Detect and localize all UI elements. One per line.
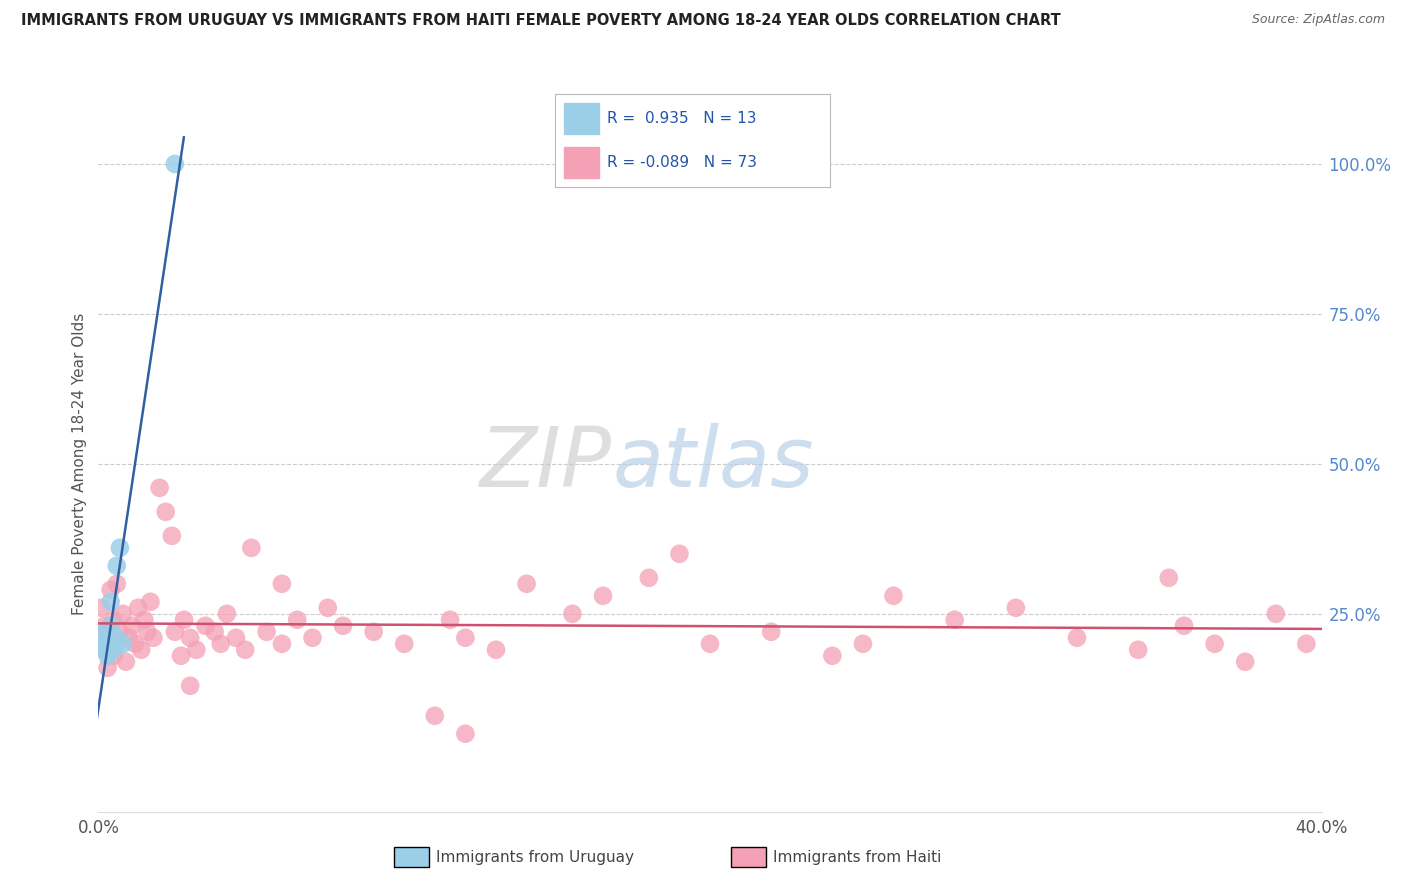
Point <box>301 631 323 645</box>
Point <box>1157 571 1180 585</box>
Point <box>173 613 195 627</box>
Point <box>270 637 292 651</box>
Point <box>485 642 508 657</box>
Point <box>97 648 120 663</box>
Point <box>454 631 477 645</box>
Text: R =  0.935   N = 13: R = 0.935 N = 13 <box>607 112 756 127</box>
Point <box>93 619 115 633</box>
Point <box>1066 631 1088 645</box>
Point <box>105 576 128 591</box>
Point <box>105 637 128 651</box>
Point <box>149 481 172 495</box>
Point <box>392 637 416 651</box>
Point <box>668 547 690 561</box>
Point <box>100 595 122 609</box>
Point <box>115 655 138 669</box>
Bar <box>564 103 599 134</box>
Text: Immigrants from Haiti: Immigrants from Haiti <box>773 850 942 864</box>
Point <box>111 637 134 651</box>
Point <box>1204 637 1226 651</box>
Point <box>134 613 156 627</box>
Point <box>93 642 115 657</box>
Point <box>136 624 159 639</box>
Point <box>124 637 146 651</box>
Point <box>363 624 385 639</box>
Point <box>240 541 263 555</box>
Point <box>103 648 125 663</box>
Y-axis label: Female Poverty Among 18-24 Year Olds: Female Poverty Among 18-24 Year Olds <box>72 313 87 615</box>
Point <box>105 558 128 573</box>
Point <box>170 648 193 663</box>
Point <box>256 624 278 639</box>
Point <box>155 505 177 519</box>
Point <box>215 607 238 621</box>
Point <box>423 708 446 723</box>
Text: atlas: atlas <box>612 424 814 504</box>
Point <box>108 541 131 555</box>
Text: Immigrants from Uruguay: Immigrants from Uruguay <box>436 850 634 864</box>
Point <box>90 600 112 615</box>
Point <box>118 631 141 645</box>
Point <box>1004 600 1026 615</box>
Point <box>93 624 115 639</box>
Point <box>179 679 201 693</box>
Point <box>561 607 583 621</box>
Point <box>129 642 152 657</box>
Point <box>316 600 339 615</box>
Point <box>883 589 905 603</box>
Point <box>699 637 721 651</box>
Point <box>194 619 217 633</box>
Point <box>90 637 112 651</box>
Point <box>127 600 149 615</box>
Point <box>1173 619 1195 633</box>
Point <box>160 529 183 543</box>
Point <box>225 631 247 645</box>
Point <box>90 631 112 645</box>
Point <box>97 661 120 675</box>
Point <box>1234 655 1257 669</box>
Point <box>852 637 875 651</box>
Point <box>139 595 162 609</box>
Point <box>179 631 201 645</box>
Bar <box>564 147 599 178</box>
Point <box>592 589 614 603</box>
Point <box>97 624 120 639</box>
Text: R = -0.089   N = 73: R = -0.089 N = 73 <box>607 154 758 169</box>
Point <box>103 613 125 627</box>
Point <box>1295 637 1317 651</box>
Point <box>943 613 966 627</box>
Text: Source: ZipAtlas.com: Source: ZipAtlas.com <box>1251 13 1385 27</box>
Point <box>454 727 477 741</box>
Point <box>209 637 232 651</box>
Text: ZIP: ZIP <box>481 424 612 504</box>
Point <box>163 157 186 171</box>
Point <box>100 582 122 597</box>
Point <box>637 571 661 585</box>
Point <box>516 576 538 591</box>
Point <box>100 619 122 633</box>
Point <box>108 624 131 639</box>
Point <box>163 624 186 639</box>
Point <box>233 642 256 657</box>
Point <box>204 624 226 639</box>
Point <box>142 631 165 645</box>
Point <box>105 631 128 645</box>
Point <box>332 619 354 633</box>
Point <box>97 637 120 651</box>
Point <box>439 613 461 627</box>
Point <box>186 642 208 657</box>
Point <box>821 648 844 663</box>
Point <box>103 642 125 657</box>
Point <box>111 607 134 621</box>
Point <box>270 576 292 591</box>
Point <box>1128 642 1150 657</box>
Point <box>285 613 308 627</box>
Point <box>1264 607 1286 621</box>
Text: IMMIGRANTS FROM URUGUAY VS IMMIGRANTS FROM HAITI FEMALE POVERTY AMONG 18-24 YEAR: IMMIGRANTS FROM URUGUAY VS IMMIGRANTS FR… <box>21 13 1062 29</box>
Point <box>93 642 115 657</box>
Point <box>121 619 143 633</box>
Point <box>759 624 782 639</box>
